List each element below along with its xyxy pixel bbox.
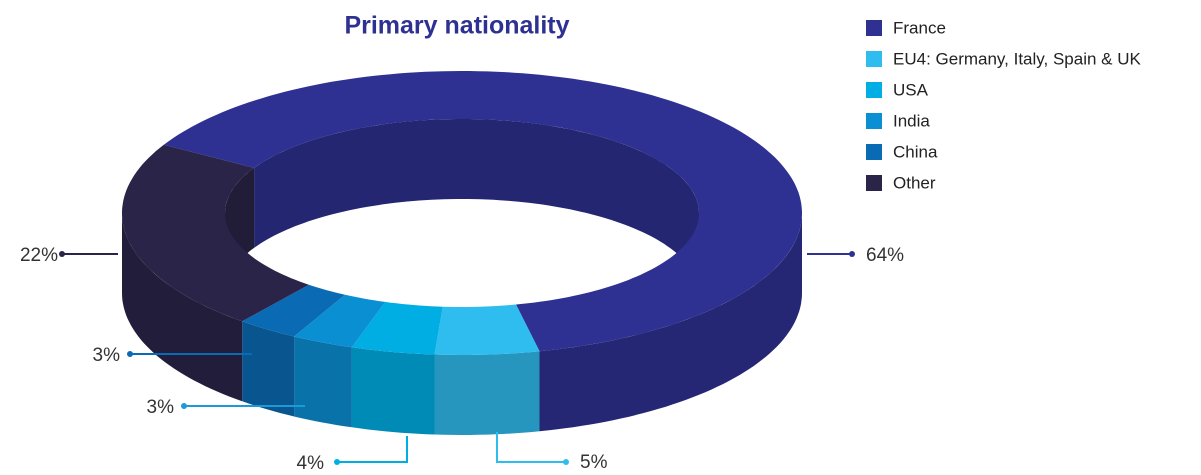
legend-label: EU4: Germany, Italy, Spain & UK: [893, 49, 1142, 68]
legend-label: USA: [893, 80, 929, 99]
legend-swatch: [866, 113, 882, 129]
donut: [122, 71, 803, 435]
legend-label: France: [893, 18, 946, 37]
slice: [122, 144, 309, 322]
leader-dot: [127, 351, 133, 357]
value-label: 3%: [147, 397, 175, 418]
slice-side: [242, 321, 295, 417]
leader-dot: [59, 251, 65, 257]
value-label: 4%: [297, 453, 325, 474]
leader-dot: [334, 459, 340, 465]
legend-label: India: [893, 111, 930, 130]
slice: [163, 71, 803, 352]
legend-swatch: [866, 51, 882, 67]
value-label: 64%: [866, 245, 904, 266]
leaders: 64% 5% 4% 3% 3% 22%: [20, 245, 904, 474]
slice-inner-wall: [254, 119, 699, 293]
leader-dot: [849, 251, 855, 257]
value-label: 3%: [93, 345, 121, 366]
value-label: 5%: [580, 452, 608, 473]
leader-dot: [181, 403, 187, 409]
legend-swatch: [866, 175, 882, 191]
slice-side: [539, 213, 802, 432]
chart-title: Primary nationality: [344, 12, 569, 40]
slice: [434, 304, 540, 355]
legend-label: China: [893, 142, 938, 161]
slice: [242, 284, 345, 337]
value-label: 22%: [20, 245, 58, 266]
slice-side: [294, 336, 352, 428]
slice: [294, 294, 386, 348]
legend-label: Other: [893, 173, 936, 192]
slice-side: [434, 351, 540, 435]
legend: France EU4: Germany, Italy, Spain & UK USA…: [866, 18, 1142, 192]
leader-line: [496, 432, 566, 463]
leader-line: [337, 436, 408, 463]
legend-swatch: [866, 144, 882, 160]
slice: [351, 301, 443, 355]
legend-swatch: [866, 82, 882, 98]
leader-dot: [563, 459, 569, 465]
legend-swatch: [866, 20, 882, 36]
slice-side: [351, 347, 435, 435]
